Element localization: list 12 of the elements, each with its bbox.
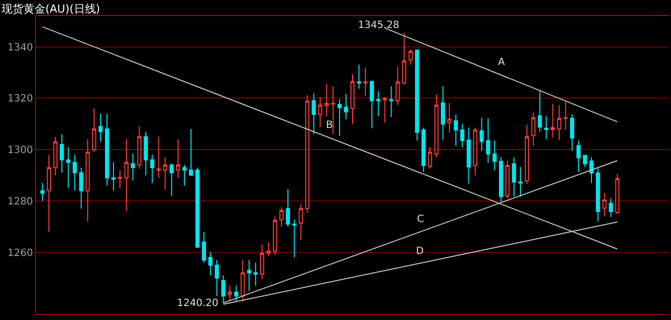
annotation: 1240.20 — [177, 298, 218, 309]
y-tick-label: 1260 — [8, 248, 33, 259]
y-tick-label: 1320 — [8, 94, 33, 105]
y-tick-label: 1300 — [8, 145, 33, 156]
chart-title: 现货黄金(AU)(日线) — [1, 2, 100, 16]
series-label: C — [417, 214, 424, 225]
series-label: A — [498, 57, 505, 68]
series-label: B — [326, 120, 333, 131]
series-label: D — [416, 246, 424, 257]
annotation: 1345.28 — [358, 20, 400, 31]
y-tick-label: 1280 — [8, 196, 33, 208]
y-tick-label: 1340 — [8, 42, 33, 54]
